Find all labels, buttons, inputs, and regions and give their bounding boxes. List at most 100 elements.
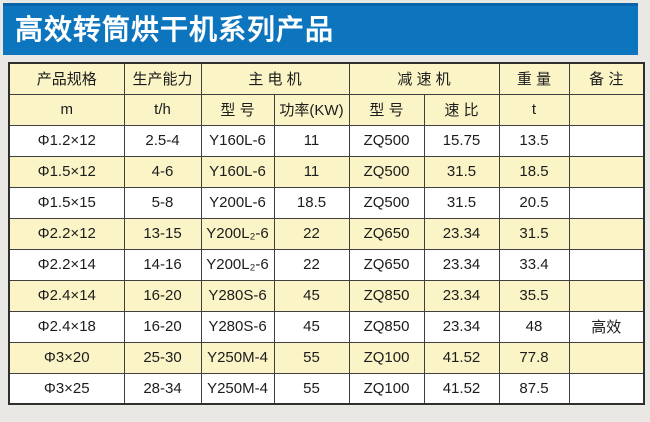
table-cell: 77.8	[498, 341, 570, 374]
table-cell: Y160L-6	[200, 155, 275, 188]
table-cell: 13.5	[498, 124, 570, 157]
table-row: Φ2.2×14 14-16 Y200L₂-6 22 ZQ650 23.34 33.4	[8, 248, 645, 281]
table-cell: 33.4	[498, 248, 570, 281]
table-cell: 31.5	[498, 217, 570, 250]
table-cell: Φ1.5×15	[8, 186, 125, 219]
col-header-reducer: 减 速 机	[348, 62, 500, 95]
col-header-remark: 备 注	[568, 62, 645, 95]
unit-header-weight: t	[498, 93, 570, 126]
unit-header-motor-model: 型 号	[200, 93, 275, 126]
table-row: Φ1.5×12 4-6 Y160L-6 11 ZQ500 31.5 18.5	[8, 155, 645, 188]
table-row: Φ2.4×18 16-20 Y280S-6 45 ZQ850 23.34 48 高效	[8, 310, 645, 343]
table-cell: Φ2.4×18	[8, 310, 125, 343]
table-cell: 11	[273, 155, 350, 188]
table-cell: 23.34	[423, 217, 500, 250]
title-banner: 高效转筒烘干机系列产品	[3, 3, 638, 55]
table-cell: 23.34	[423, 279, 500, 312]
table-cell	[568, 217, 645, 250]
table-row: Φ2.2×12 13-15 Y200L₂-6 22 ZQ650 23.34 31.5	[8, 217, 645, 250]
table-cell: Y280S-6	[200, 279, 275, 312]
unit-header-reducer-ratio: 速 比	[423, 93, 500, 126]
col-header-spec: 产品规格	[8, 62, 125, 95]
table-cell	[568, 186, 645, 219]
table-cell: ZQ500	[348, 186, 425, 219]
table-cell: Y160L-6	[200, 124, 275, 157]
table-cell: 16-20	[123, 310, 202, 343]
table-cell: ZQ650	[348, 248, 425, 281]
unit-header-remark	[568, 93, 645, 126]
table-cell: 高效	[568, 310, 645, 343]
table-cell: 48	[498, 310, 570, 343]
table-cell: 15.75	[423, 124, 500, 157]
table-row: Φ3×25 28-34 Y250M-4 55 ZQ100 41.52 87.5	[8, 372, 645, 405]
col-header-capacity: 生产能力	[123, 62, 202, 95]
table-cell: 87.5	[498, 372, 570, 405]
table-cell: Φ1.5×12	[8, 155, 125, 188]
table-cell: 18.5	[498, 155, 570, 188]
unit-header-motor-power: 功率(KW)	[273, 93, 350, 126]
table-cell: 20.5	[498, 186, 570, 219]
table-cell: 18.5	[273, 186, 350, 219]
table-cell: 23.34	[423, 248, 500, 281]
table-cell: 31.5	[423, 155, 500, 188]
header-row-units: m t/h 型 号 功率(KW) 型 号 速 比 t	[8, 93, 645, 126]
table-cell: 23.34	[423, 310, 500, 343]
table-cell: 5-8	[123, 186, 202, 219]
table-cell: Y200L-6	[200, 186, 275, 219]
table-cell: 55	[273, 372, 350, 405]
table-cell	[568, 124, 645, 157]
table-cell: Y250M-4	[200, 372, 275, 405]
table-cell	[568, 341, 645, 374]
table-cell: 31.5	[423, 186, 500, 219]
product-spec-table: 产品规格 生产能力 主 电 机 减 速 机 重 量 备 注 m t/h 型 号 …	[8, 62, 645, 405]
unit-header-spec: m	[8, 93, 125, 126]
table-cell: Y200L₂-6	[200, 217, 275, 250]
table-cell: Y200L₂-6	[200, 248, 275, 281]
table-cell: 11	[273, 124, 350, 157]
table-row: Φ1.2×12 2.5-4 Y160L-6 11 ZQ500 15.75 13.5	[8, 124, 645, 157]
table-cell: 28-34	[123, 372, 202, 405]
table-cell: Y250M-4	[200, 341, 275, 374]
table-cell: 4-6	[123, 155, 202, 188]
col-header-weight: 重 量	[498, 62, 570, 95]
table-cell: ZQ500	[348, 155, 425, 188]
table-cell: ZQ100	[348, 341, 425, 374]
table-cell: 35.5	[498, 279, 570, 312]
table-cell	[568, 279, 645, 312]
table-cell: 41.52	[423, 372, 500, 405]
unit-header-capacity: t/h	[123, 93, 202, 126]
table-cell: Y280S-6	[200, 310, 275, 343]
col-header-main-motor: 主 电 机	[200, 62, 350, 95]
table-cell	[568, 155, 645, 188]
table-cell: 14-16	[123, 248, 202, 281]
table-cell: 45	[273, 310, 350, 343]
header-row-groups: 产品规格 生产能力 主 电 机 减 速 机 重 量 备 注	[8, 62, 645, 95]
table-cell: Φ2.4×14	[8, 279, 125, 312]
table-cell: Φ1.2×12	[8, 124, 125, 157]
table-body: Φ1.2×12 2.5-4 Y160L-6 11 ZQ500 15.75 13.5 Φ1.5×…	[8, 124, 645, 405]
table-cell: ZQ500	[348, 124, 425, 157]
table-cell: 2.5-4	[123, 124, 202, 157]
table-cell: 41.52	[423, 341, 500, 374]
table-cell: Φ2.2×14	[8, 248, 125, 281]
table-cell: ZQ650	[348, 217, 425, 250]
table-cell: Φ2.2×12	[8, 217, 125, 250]
table-cell: 13-15	[123, 217, 202, 250]
table-cell: ZQ100	[348, 372, 425, 405]
table-row: Φ2.4×14 16-20 Y280S-6 45 ZQ850 23.34 35.5	[8, 279, 645, 312]
table-cell: 22	[273, 217, 350, 250]
table-cell: ZQ850	[348, 279, 425, 312]
table-cell	[568, 372, 645, 405]
unit-header-reducer-model: 型 号	[348, 93, 425, 126]
table-cell: 22	[273, 248, 350, 281]
table-cell: Φ3×25	[8, 372, 125, 405]
table-cell: ZQ850	[348, 310, 425, 343]
table-cell: Φ3×20	[8, 341, 125, 374]
table-cell: 55	[273, 341, 350, 374]
table-row: Φ1.5×15 5-8 Y200L-6 18.5 ZQ500 31.5 20.5	[8, 186, 645, 219]
table-row: Φ3×20 25-30 Y250M-4 55 ZQ100 41.52 77.8	[8, 341, 645, 374]
page-title: 高效转筒烘干机系列产品	[15, 14, 335, 45]
table-cell: 45	[273, 279, 350, 312]
table-cell: 25-30	[123, 341, 202, 374]
table-cell	[568, 248, 645, 281]
